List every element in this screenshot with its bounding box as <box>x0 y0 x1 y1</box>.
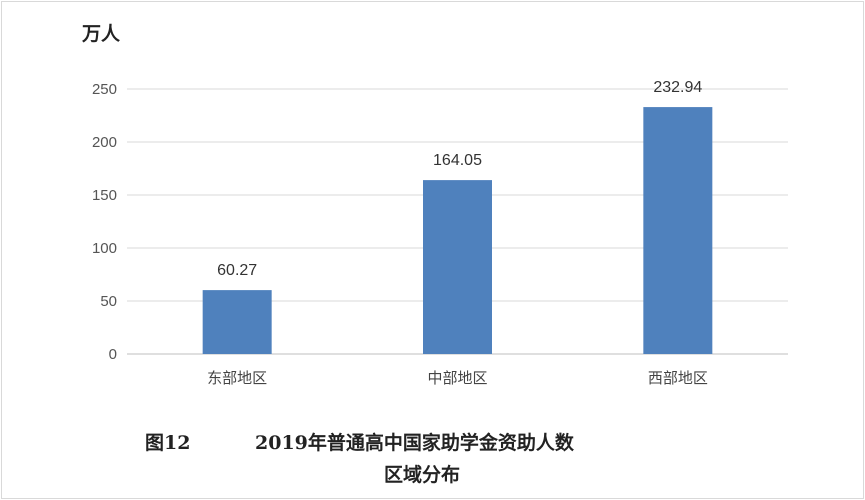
y-tick-label: 200 <box>92 134 117 151</box>
data-label: 164.05 <box>433 152 482 169</box>
bar <box>643 107 713 354</box>
x-category-label: 东部地区 <box>207 369 267 387</box>
x-category-label: 西部地区 <box>648 369 708 387</box>
data-label: 232.94 <box>653 79 702 96</box>
y-tick-label: 150 <box>92 187 117 204</box>
y-tick-label: 250 <box>92 81 117 98</box>
figure-caption: 图12 2019年普通高中国家助学金资助人数 <box>145 428 574 455</box>
y-axis-unit-label: 万人 <box>82 23 121 45</box>
x-category-label: 中部地区 <box>427 369 487 387</box>
figure-title: 2019年普通高中国家助学金资助人数 <box>255 432 574 454</box>
figure-number: 图12 <box>145 432 191 454</box>
y-tick-label: 50 <box>100 293 117 310</box>
bar-chart: 0 50 100 150 200 250 60.27 东部地区 164.05 中部地区 232.94… <box>92 79 788 387</box>
figure-title-line2: 区域分布 <box>384 464 461 486</box>
bar <box>423 180 492 354</box>
data-label: 60.27 <box>217 262 257 279</box>
y-tick-label: 0 <box>109 346 117 363</box>
y-tick-label: 100 <box>92 240 117 257</box>
bar <box>202 290 272 354</box>
